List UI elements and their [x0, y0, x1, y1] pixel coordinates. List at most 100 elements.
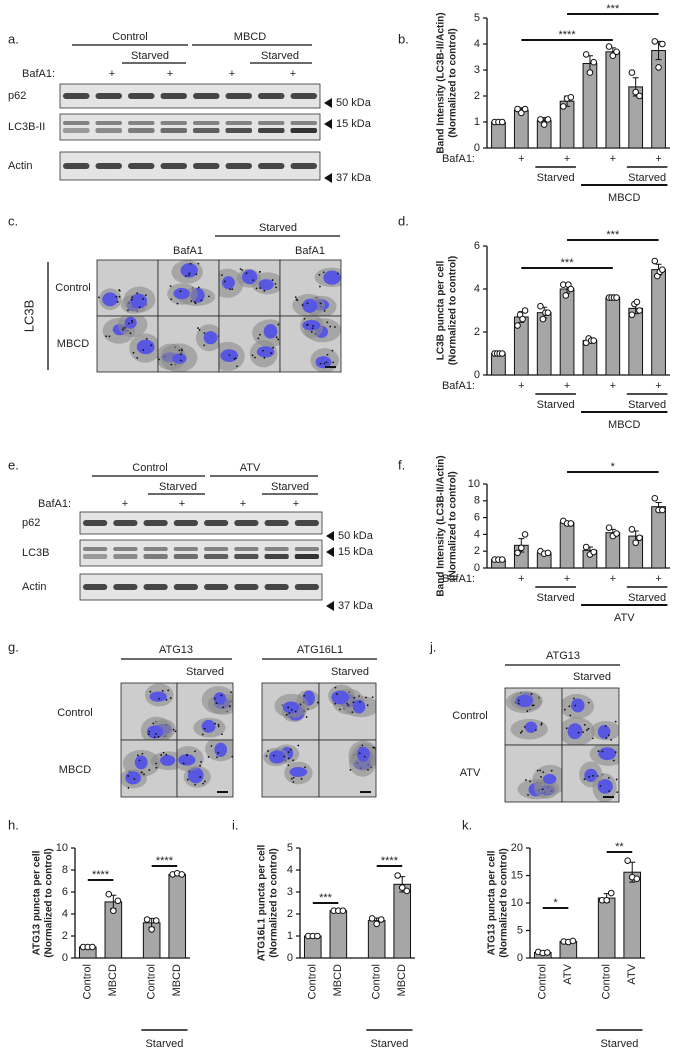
band	[258, 121, 285, 125]
band	[204, 520, 229, 526]
y-tick-label: 15	[511, 869, 523, 881]
puncta	[150, 344, 153, 347]
puncta	[127, 775, 130, 777]
arrowhead	[324, 98, 332, 108]
micrograph	[177, 683, 233, 740]
x-tick-label: MBCD	[396, 964, 408, 996]
panel-label: g.	[8, 639, 19, 654]
replicate-point	[609, 52, 617, 60]
puncta	[305, 716, 308, 718]
puncta	[216, 756, 218, 759]
row-label: MBCD	[57, 338, 89, 350]
significance-label: ***	[606, 3, 620, 15]
band	[113, 554, 138, 559]
puncta	[294, 710, 297, 713]
nucleus	[598, 747, 617, 761]
puncta	[138, 306, 141, 309]
puncta	[275, 286, 277, 289]
replicate-point	[607, 889, 615, 897]
band	[143, 520, 168, 526]
bar	[491, 353, 506, 376]
panel-label: i.	[232, 817, 239, 832]
puncta	[607, 734, 610, 737]
size-label: 15 kDa	[338, 546, 374, 558]
replicate-point	[567, 94, 575, 101]
puncta	[230, 691, 232, 694]
puncta	[526, 710, 529, 713]
puncta	[270, 352, 273, 354]
condition-label: Starved	[261, 50, 299, 62]
blot	[79, 539, 323, 567]
puncta	[223, 280, 226, 283]
puncta	[263, 289, 266, 292]
puncta	[290, 709, 293, 711]
puncta	[203, 780, 206, 783]
nucleus	[149, 691, 167, 702]
significance-label: ***	[606, 229, 620, 241]
puncta	[519, 731, 522, 734]
x-tick-label: MBCD	[107, 964, 119, 996]
puncta	[294, 296, 297, 299]
column-label: BafA1	[295, 245, 325, 257]
puncta	[583, 778, 586, 781]
condition-label: Starved	[628, 592, 666, 604]
replicate-point	[105, 890, 113, 898]
puncta	[136, 292, 139, 294]
puncta	[616, 791, 619, 793]
y-axis-label: (Normalized to control)	[448, 471, 459, 580]
replicate-point	[544, 949, 551, 956]
band	[63, 163, 90, 169]
bar	[651, 269, 666, 376]
puncta	[306, 302, 309, 305]
puncta	[170, 363, 173, 366]
replicate-point	[628, 311, 636, 319]
band	[63, 93, 90, 99]
y-axis-label: (Normalized to control)	[448, 28, 459, 137]
replicate-point	[394, 872, 401, 879]
band	[83, 547, 108, 551]
condition-label: Starved	[131, 50, 169, 62]
puncta	[147, 733, 150, 736]
band	[83, 554, 108, 559]
treatment-mark: +	[518, 153, 524, 165]
row-label: BafA1:	[442, 573, 475, 585]
replicate-point	[567, 285, 575, 293]
puncta	[199, 776, 202, 778]
replicate-point	[562, 292, 570, 299]
puncta	[323, 310, 326, 312]
replicate-point	[582, 543, 590, 551]
band	[128, 163, 155, 169]
replicate-point	[628, 69, 636, 76]
replicate-point	[590, 548, 598, 556]
puncta	[241, 269, 244, 271]
puncta	[245, 272, 248, 275]
puncta	[203, 344, 206, 347]
y-tick-label: 6	[474, 240, 480, 252]
puncta	[157, 735, 160, 738]
band	[225, 163, 252, 169]
nucleus	[173, 287, 190, 300]
puncta	[275, 336, 278, 339]
size-label: 37 kDa	[338, 600, 374, 612]
band	[294, 554, 319, 559]
micrograph	[177, 740, 233, 797]
micrograph-border	[279, 315, 342, 373]
replicate-point	[613, 530, 620, 537]
puncta	[568, 705, 571, 708]
bar	[559, 288, 575, 376]
puncta	[127, 787, 130, 789]
band	[173, 520, 198, 526]
puncta	[189, 262, 192, 265]
bar	[597, 897, 616, 959]
puncta	[180, 348, 183, 351]
replicate-point	[143, 916, 151, 923]
y-tick-label: 5	[474, 12, 480, 24]
puncta	[203, 332, 206, 334]
band	[113, 547, 138, 551]
replicate-point	[498, 118, 506, 126]
treatment-mark: +	[109, 68, 115, 80]
treatment-mark: +	[179, 498, 185, 510]
puncta	[153, 736, 156, 739]
bar	[329, 910, 348, 959]
band	[264, 584, 289, 590]
